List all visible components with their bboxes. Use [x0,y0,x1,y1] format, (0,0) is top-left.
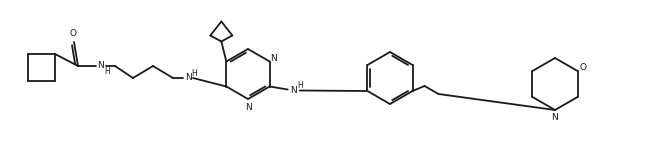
Text: N: N [270,54,277,63]
Text: N: N [291,86,297,95]
Text: N: N [552,114,558,122]
Text: H: H [297,81,302,90]
Text: O: O [70,29,77,39]
Text: N: N [185,74,191,82]
Text: H: H [104,66,110,75]
Text: H: H [191,69,197,77]
Text: N: N [98,62,105,70]
Text: N: N [244,103,252,111]
Text: O: O [579,64,586,73]
